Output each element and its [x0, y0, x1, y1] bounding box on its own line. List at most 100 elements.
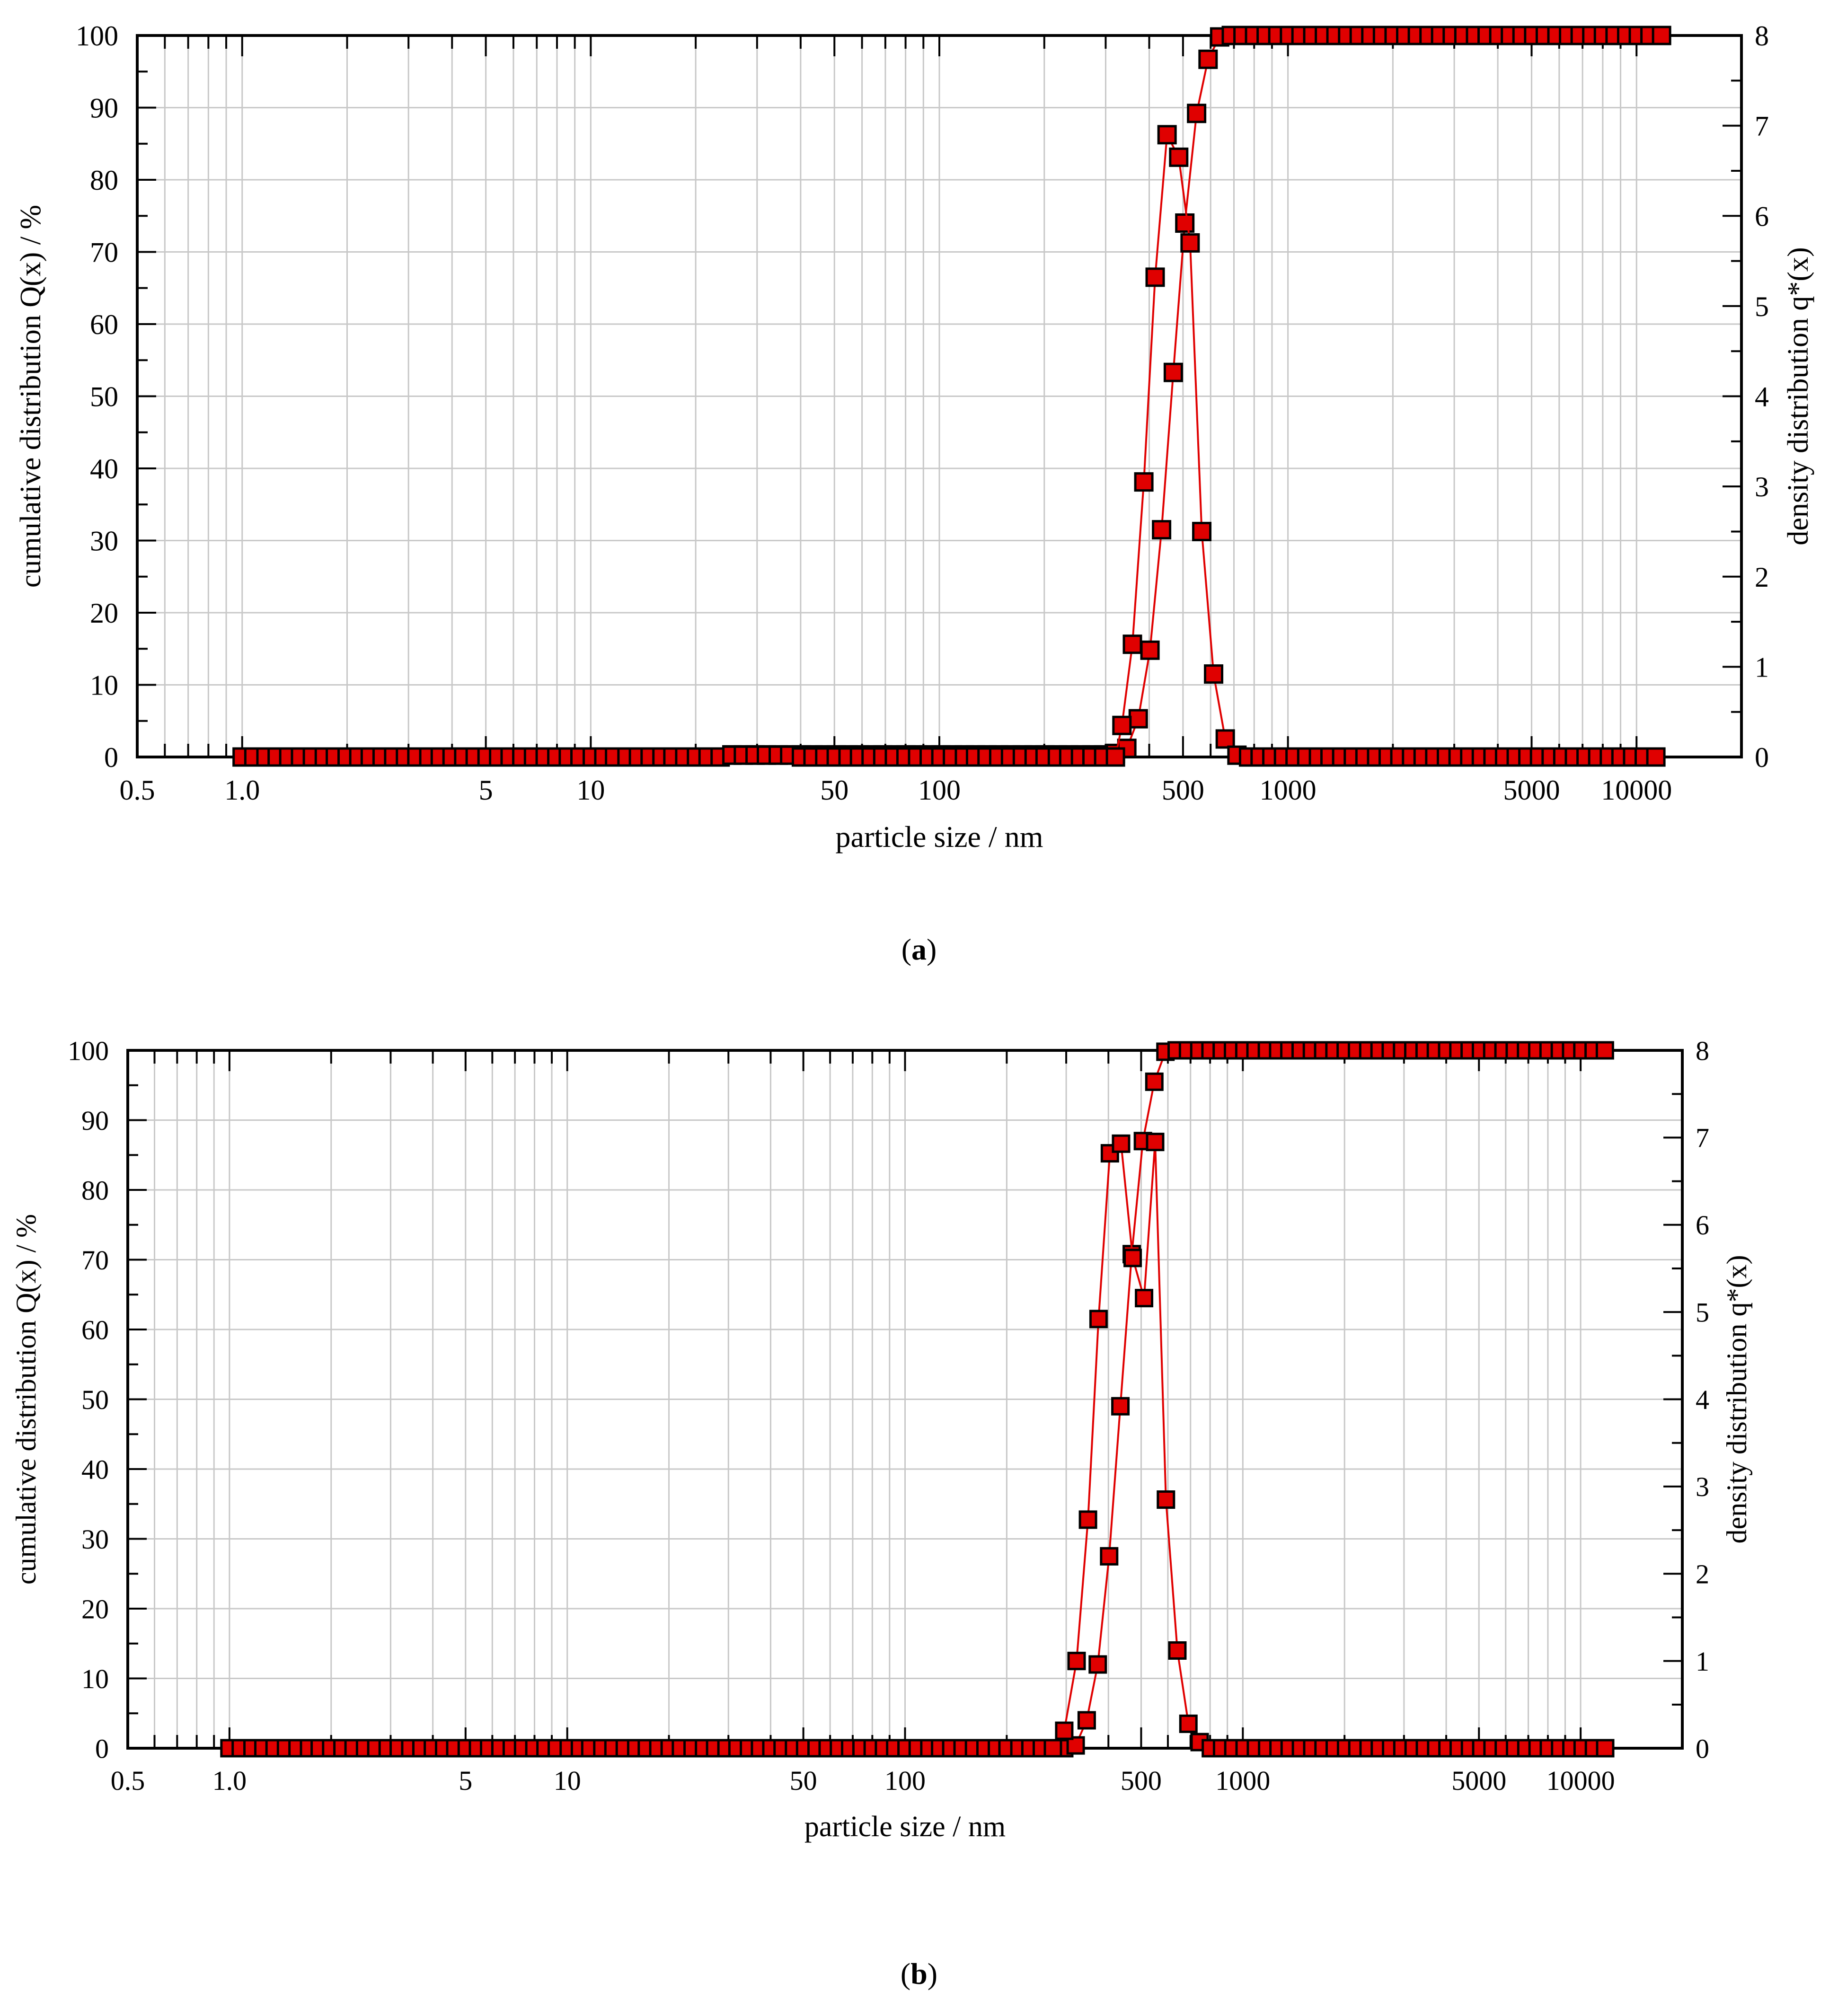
- chart-a-data-point: [1204, 664, 1224, 684]
- chart-b-y-tick-label: 60: [81, 1314, 109, 1345]
- chart-b-data-point: [1595, 1041, 1614, 1060]
- chart-a-data-point: [1134, 472, 1154, 492]
- chart-b-data-point: [1055, 1721, 1074, 1740]
- chart-a-y2-tick-label: 3: [1755, 471, 1769, 502]
- chart-b-data-point: [1157, 1490, 1175, 1509]
- chart-b-x-tick-label: 5: [459, 1765, 472, 1796]
- chart-a-y2-tick-label: 2: [1755, 562, 1769, 593]
- chart-a-data-point: [1187, 104, 1207, 123]
- chart-b: 0.5 1.0 5 10 50 100 500 1000 5000 100000102030405…: [10, 1035, 1752, 1843]
- chart-a-data-point: [1192, 521, 1212, 541]
- chart-b-data-point: [1179, 1714, 1198, 1733]
- chart-a-data-point: [1198, 49, 1218, 69]
- chart-a-x-tick-label: 100: [918, 775, 961, 806]
- chart-b-series-density: [220, 1133, 1615, 1758]
- chart-a-series-line: [242, 131, 1656, 758]
- chart-a-x-tick-label: 500: [1162, 775, 1204, 806]
- chart-a-data-point: [1175, 213, 1195, 233]
- chart-a-data-point: [1180, 233, 1200, 253]
- chart-b-data-point: [1112, 1134, 1131, 1153]
- chart-b-y-tick-label: 70: [81, 1245, 109, 1276]
- chart-b-data-point: [1596, 1739, 1615, 1758]
- chart-b-x-tick-label: 100: [884, 1765, 926, 1796]
- chart-a-x-tick-label: 50: [820, 775, 848, 806]
- chart-a-y-tick-label: 20: [90, 598, 118, 629]
- chart-b-y-tick-label: 0: [95, 1733, 109, 1764]
- chart-a-y2-tick-label: 4: [1755, 381, 1769, 413]
- chart-b-y2-axis-title: density distribution q*(x): [1721, 1255, 1752, 1544]
- chart-b-data-point: [1066, 1736, 1085, 1755]
- chart-a-y-tick-label: 70: [90, 237, 118, 268]
- chart-a-y-tick-label: 80: [90, 165, 118, 196]
- chart-b-x-tick-label: 1.0: [212, 1765, 247, 1796]
- chart-a-data-point: [1646, 747, 1666, 767]
- chart-b-y-tick-label: 40: [81, 1454, 109, 1485]
- chart-a-data-point: [1215, 729, 1235, 749]
- chart-b-data-point: [1077, 1711, 1096, 1730]
- chart-b-y2-tick-label: 7: [1696, 1123, 1709, 1153]
- chart-a-data-point: [1145, 267, 1165, 287]
- chart-a-y2-tick-label: 6: [1755, 201, 1769, 232]
- chart-b-x-tick-label: 1000: [1215, 1765, 1270, 1796]
- chart-b-data-point: [1089, 1310, 1108, 1329]
- chart-b-y-tick-label: 100: [68, 1035, 109, 1066]
- chart-a-y2-tick-label: 0: [1755, 742, 1769, 773]
- chart-b-data-point: [1043, 1739, 1062, 1758]
- chart-b-y2-tick-label: 1: [1696, 1646, 1709, 1677]
- chart-b-data-point: [1135, 1289, 1154, 1308]
- chart-b-y-tick-label: 30: [81, 1524, 109, 1555]
- panel-label-b: (b): [900, 1957, 938, 1990]
- chart-a-x-tick-label: 10: [576, 775, 605, 806]
- chart-b-data-point: [1168, 1641, 1187, 1660]
- chart-b-x-tick-label: 10: [554, 1765, 581, 1796]
- chart-b-y-tick-label: 80: [81, 1175, 109, 1206]
- chart-a-x-tick-label: 10000: [1601, 775, 1672, 806]
- chart-a-y2-tick-label: 5: [1755, 291, 1769, 322]
- chart-b-data-point: [1146, 1133, 1165, 1152]
- chart-a-x-tick-label: 1000: [1260, 775, 1317, 806]
- chart-b-x-axis-title: particle size / nm: [804, 1811, 1006, 1843]
- chart-a-y-tick-label: 0: [104, 742, 118, 773]
- chart-b-y2-tick-label: 3: [1696, 1471, 1709, 1502]
- chart-a-y-tick-label: 30: [90, 526, 118, 557]
- chart-b-data-point: [1111, 1397, 1130, 1416]
- panel-label-a-letter: a: [911, 933, 927, 966]
- chart-a-y-tick-label: 100: [76, 20, 118, 52]
- chart-a-data-point: [1652, 26, 1671, 45]
- chart-a-data-point: [1112, 715, 1132, 735]
- chart-b-x-tick-label: 10000: [1546, 1765, 1615, 1796]
- chart-a-y-tick-label: 90: [90, 93, 118, 124]
- chart-a: 0.5 1.0 5 10 50 100 500 1000 5000 100000102030405…: [15, 20, 1814, 854]
- chart-a-series-density: [232, 125, 1666, 767]
- panel-label-a: (a): [901, 933, 937, 966]
- chart-a-y2-tick-label: 8: [1755, 20, 1769, 52]
- chart-b-x-tick-label: 500: [1121, 1765, 1162, 1796]
- chart-b-y-tick-label: 10: [81, 1664, 109, 1694]
- chart-a-y-tick-label: 50: [90, 381, 118, 413]
- chart-a-x-tick-label: 1.0: [224, 775, 260, 806]
- chart-a-data-point: [1157, 125, 1177, 145]
- chart-b-y2-tick-label: 8: [1696, 1035, 1709, 1066]
- chart-b-y-tick-label: 90: [81, 1105, 109, 1136]
- chart-a-y-axis-title: cumulative distribution Q(x) / %: [15, 205, 47, 588]
- chart-b-data-point: [1067, 1652, 1086, 1671]
- chart-b-x-tick-label: 0.5: [111, 1765, 145, 1796]
- chart-b-series-line: [229, 1142, 1605, 1749]
- chart-a-y-tick-label: 10: [90, 670, 118, 701]
- chart-b-data-point: [1078, 1510, 1097, 1529]
- chart-a-data-point: [1128, 709, 1148, 729]
- chart-a-y-tick-label: 40: [90, 453, 118, 484]
- chart-b-data-point: [1145, 1072, 1164, 1091]
- chart-a-data-point: [1169, 147, 1189, 167]
- chart-a-data-point: [1122, 634, 1142, 654]
- chart-a-x-tick-label: 0.5: [120, 775, 155, 806]
- chart-b-y-axis-title: cumulative distribution Q(x) / %: [10, 1214, 42, 1585]
- chart-b-data-point: [1123, 1249, 1142, 1268]
- chart-a-x-axis-title: particle size / nm: [836, 820, 1043, 854]
- chart-a-data-point: [1152, 520, 1172, 540]
- chart-b-grid: [127, 1049, 1683, 1749]
- chart-a-grid: [136, 35, 1742, 758]
- chart-b-y2-tick-label: 2: [1696, 1559, 1709, 1590]
- chart-a-data-point: [1140, 640, 1160, 660]
- chart-b-y-tick-label: 50: [81, 1384, 109, 1415]
